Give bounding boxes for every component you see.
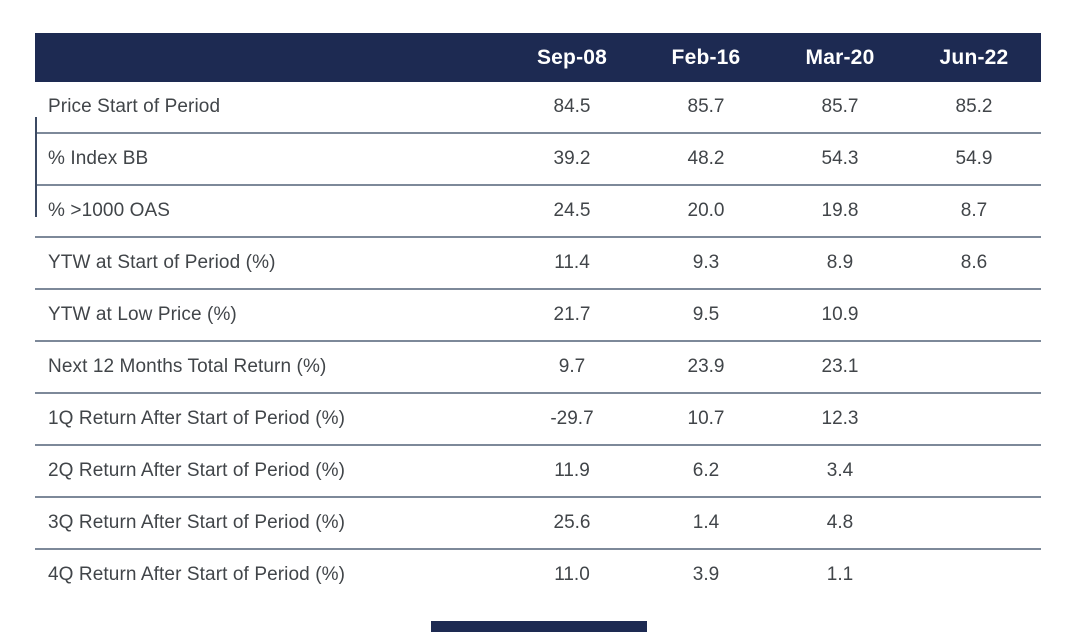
cell-value (907, 497, 1041, 550)
header-cell-jun-22: Jun-22 (907, 33, 1041, 82)
row-label: Next 12 Months Total Return (%) (35, 341, 505, 394)
cell-value: 12.3 (773, 393, 907, 446)
cell-value: 4.8 (773, 497, 907, 550)
cell-value: 1.4 (639, 497, 773, 550)
cell-value: 3.4 (773, 445, 907, 498)
row-label: 2Q Return After Start of Period (%) (35, 445, 505, 498)
cell-value: 23.1 (773, 341, 907, 394)
row-label: % >1000 OAS (35, 185, 505, 238)
row-label: 4Q Return After Start of Period (%) (35, 549, 505, 600)
cell-value (907, 341, 1041, 394)
table-row-ytw-start: YTW at Start of Period (%) 11.4 9.3 8.9 … (35, 237, 1041, 290)
cell-value: 19.8 (773, 185, 907, 238)
cell-value: 85.7 (639, 82, 773, 134)
cell-value: 9.5 (639, 289, 773, 342)
cell-value: 11.9 (505, 445, 639, 498)
cell-value: 1.1 (773, 549, 907, 600)
cell-value: 8.7 (907, 185, 1041, 238)
table-row-4q-return: 4Q Return After Start of Period (%) 11.0… (35, 549, 1041, 600)
header-cell-blank (35, 33, 505, 82)
cell-value: 54.3 (773, 133, 907, 186)
cell-value: 54.9 (907, 133, 1041, 186)
cell-value: 25.6 (505, 497, 639, 550)
metrics-table-container: Sep-08 Feb-16 Mar-20 Jun-22 Price Start … (35, 33, 1041, 600)
cell-value: 11.4 (505, 237, 639, 290)
row-label: YTW at Start of Period (%) (35, 237, 505, 290)
cell-value: 39.2 (505, 133, 639, 186)
header-cell-mar-20: Mar-20 (773, 33, 907, 82)
table-left-accent-line (35, 117, 37, 217)
cell-value (907, 549, 1041, 600)
cell-value: 23.9 (639, 341, 773, 394)
cell-value (907, 393, 1041, 446)
cell-value: 21.7 (505, 289, 639, 342)
header-cell-feb-16: Feb-16 (639, 33, 773, 82)
header-cell-sep-08: Sep-08 (505, 33, 639, 82)
bottom-navy-bar (431, 621, 647, 632)
cell-value: 24.5 (505, 185, 639, 238)
cell-value: 85.2 (907, 82, 1041, 134)
cell-value: 3.9 (639, 549, 773, 600)
row-label: % Index BB (35, 133, 505, 186)
row-label: 1Q Return After Start of Period (%) (35, 393, 505, 446)
table-row-2q-return: 2Q Return After Start of Period (%) 11.9… (35, 445, 1041, 498)
cell-value: 48.2 (639, 133, 773, 186)
cell-value: 20.0 (639, 185, 773, 238)
table-row-3q-return: 3Q Return After Start of Period (%) 25.6… (35, 497, 1041, 550)
table-row-next-12m-return: Next 12 Months Total Return (%) 9.7 23.9… (35, 341, 1041, 394)
row-label: YTW at Low Price (%) (35, 289, 505, 342)
header-row: Sep-08 Feb-16 Mar-20 Jun-22 (35, 33, 1041, 82)
cell-value (907, 289, 1041, 342)
row-label: 3Q Return After Start of Period (%) (35, 497, 505, 550)
table-body: Price Start of Period 84.5 85.7 85.7 85.… (35, 82, 1041, 600)
row-label: Price Start of Period (35, 82, 505, 134)
cell-value: 10.9 (773, 289, 907, 342)
table-row-1q-return: 1Q Return After Start of Period (%) -29.… (35, 393, 1041, 446)
cell-value: 85.7 (773, 82, 907, 134)
table-row-ytw-low: YTW at Low Price (%) 21.7 9.5 10.9 (35, 289, 1041, 342)
cell-value: 10.7 (639, 393, 773, 446)
cell-value: 84.5 (505, 82, 639, 134)
cell-value: 9.3 (639, 237, 773, 290)
table-row-index-bb: % Index BB 39.2 48.2 54.3 54.9 (35, 133, 1041, 186)
table-header: Sep-08 Feb-16 Mar-20 Jun-22 (35, 33, 1041, 82)
table-row-price-start: Price Start of Period 84.5 85.7 85.7 85.… (35, 82, 1041, 134)
cell-value (907, 445, 1041, 498)
cell-value: 11.0 (505, 549, 639, 600)
table-row-1000-oas: % >1000 OAS 24.5 20.0 19.8 8.7 (35, 185, 1041, 238)
cell-value: -29.7 (505, 393, 639, 446)
cell-value: 8.9 (773, 237, 907, 290)
metrics-table: Sep-08 Feb-16 Mar-20 Jun-22 Price Start … (35, 33, 1041, 600)
cell-value: 8.6 (907, 237, 1041, 290)
cell-value: 6.2 (639, 445, 773, 498)
cell-value: 9.7 (505, 341, 639, 394)
